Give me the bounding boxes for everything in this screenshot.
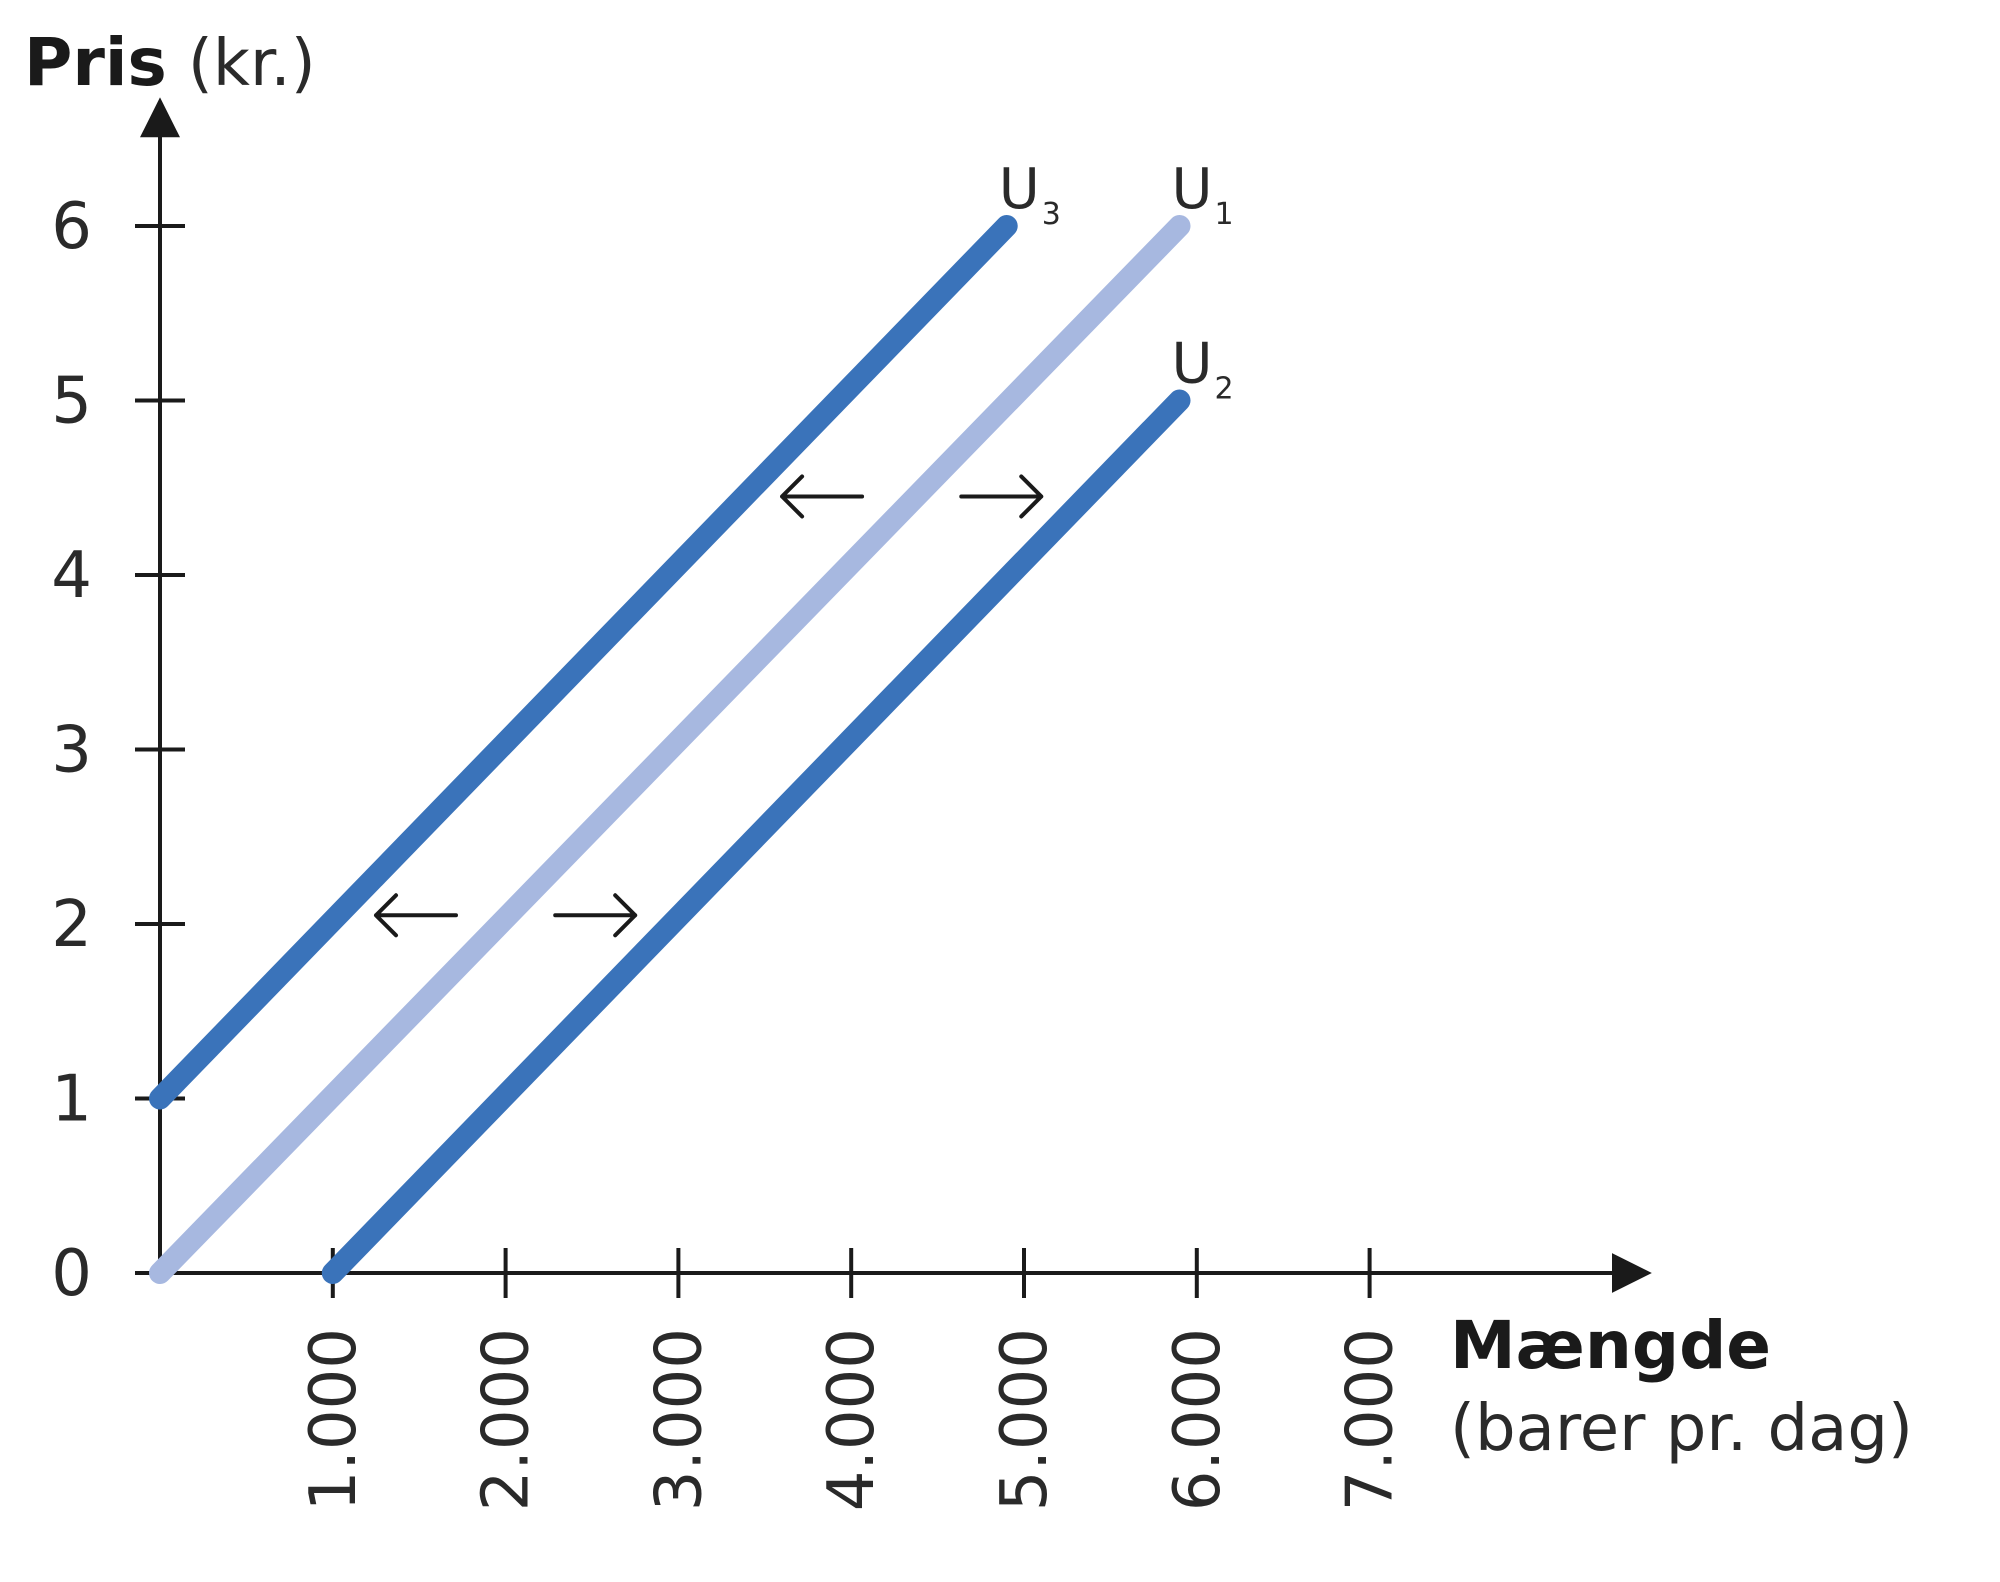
x-tick-label: 7.000	[1334, 1328, 1408, 1511]
x-tick-label: 3.000	[642, 1328, 716, 1511]
x-tick-label: 5.000	[988, 1328, 1062, 1511]
y-tick-label: 6	[51, 190, 92, 264]
right-arrow-icon	[553, 893, 638, 938]
series-label: U3	[999, 157, 1061, 232]
y-tick-label: 0	[51, 1237, 92, 1311]
series-line-u2	[321, 389, 1191, 1284]
series-label-name: U	[1172, 157, 1213, 222]
x-tick-label: 1.000	[297, 1328, 371, 1511]
left-arrow-icon	[374, 893, 458, 938]
series-line-u1	[149, 215, 1191, 1284]
x-tick-label: 4.000	[815, 1328, 889, 1511]
shift-annotations	[374, 474, 1044, 938]
y-axis-label-unit: (kr.)	[188, 27, 316, 101]
series-label: U1	[1172, 157, 1234, 232]
series-label-subscript: 2	[1215, 372, 1234, 407]
series-line-u3	[149, 215, 1018, 1110]
y-tick-label: 3	[51, 714, 92, 788]
x-axis-sublabel: (barer pr. dag)	[1450, 1392, 1913, 1466]
axis-ticks: 0 1 2 3 4 5 6 1.000 2.000 3.000 4.000 5.000 6.000 7.0…	[51, 190, 1407, 1511]
series-label-name: U	[1172, 332, 1213, 397]
y-axis-label: Pris (kr.)	[24, 24, 316, 101]
series-label-subscript: 1	[1215, 197, 1234, 232]
x-axis-label: Mængde	[1450, 1307, 1771, 1384]
y-tick-label: 2	[51, 888, 92, 962]
y-tick-label: 5	[51, 365, 92, 439]
series-label: U2	[1172, 332, 1234, 407]
y-tick-label: 1	[51, 1063, 92, 1137]
left-arrow-icon	[780, 474, 865, 519]
y-tick-label: 4	[51, 539, 92, 613]
right-arrow-icon	[959, 474, 1044, 519]
y-axis-label-bold: Pris	[24, 24, 167, 101]
x-tick-label: 6.000	[1161, 1328, 1235, 1511]
x-tick-label: 2.000	[470, 1328, 544, 1511]
series-label-subscript: 3	[1042, 197, 1061, 232]
series-label-name: U	[999, 157, 1040, 222]
